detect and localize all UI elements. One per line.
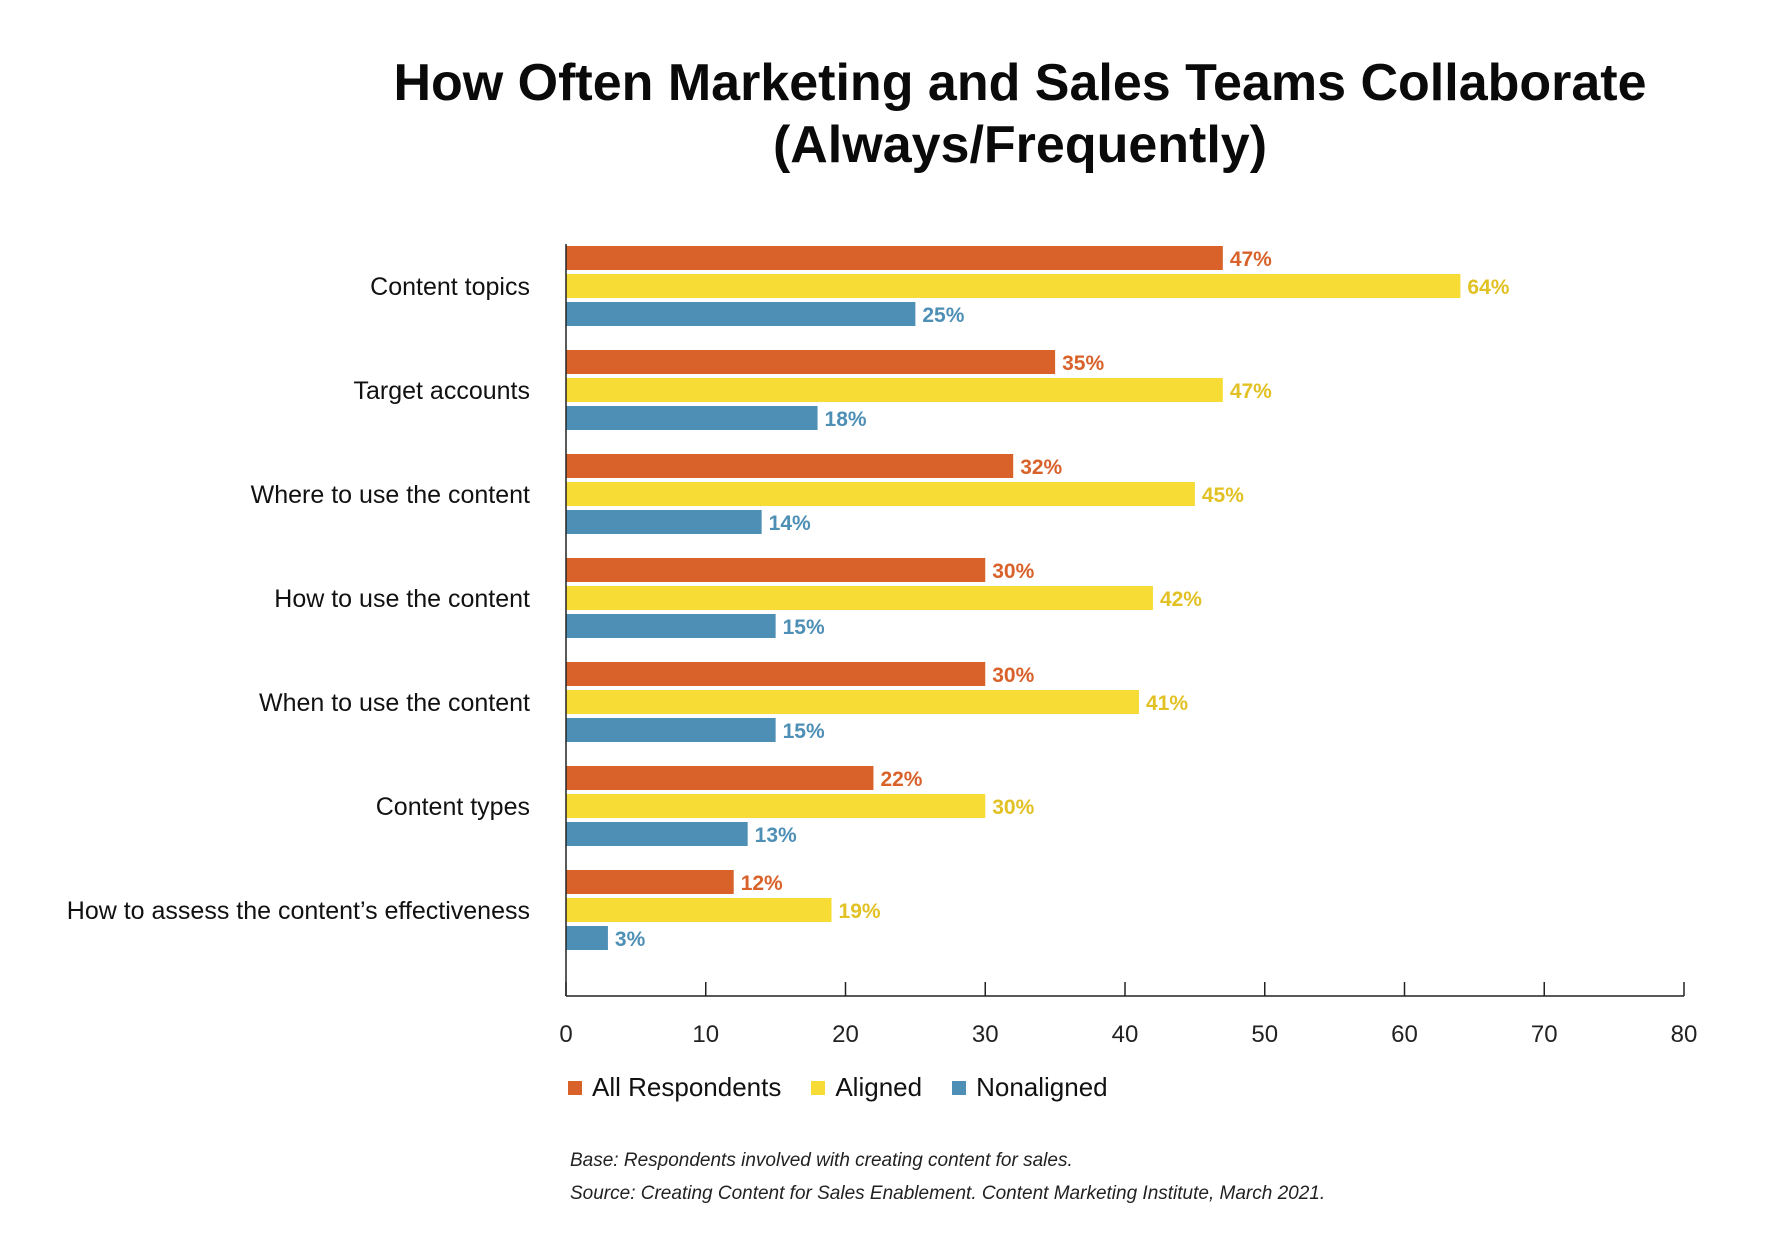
category-label-where-to-use-the-content: Where to use the content [251,481,530,509]
legend-item-nonaligned: Nonaligned [952,1072,1108,1103]
data-label-all-respondents-content-topics: 47% [1230,248,1272,271]
legend-swatch-aligned [811,1080,826,1095]
bar-nonaligned-how-to-assess-the-content-s-effectiveness [566,926,608,950]
legend-swatch-nonaligned [952,1080,967,1095]
footnote-source: Source: Creating Content for Sales Enabl… [570,1183,1326,1204]
x-tick-label-30: 30 [972,1021,999,1048]
bar-nonaligned-content-types [566,822,748,846]
x-tick-label-70: 70 [1531,1021,1558,1048]
bar-aligned-content-types [566,794,986,818]
category-label-how-to-assess-the-content-s-effectiveness: How to assess the content’s effectivenes… [67,897,530,925]
data-label-nonaligned-target-accounts: 18% [825,408,867,431]
data-label-nonaligned-content-topics: 25% [922,304,964,327]
labels-layer: Content topics 47% 64% 25% Target accounts 35… [67,248,1510,951]
bar-all-respondents-how-to-assess-the-content-s-effectiveness [566,870,734,894]
chart-title: How Often Marketing and Sales Teams Coll… [380,52,1660,176]
data-label-aligned-how-to-use-the-content: 42% [1160,588,1202,611]
bar-aligned-when-to-use-the-content [566,690,1139,714]
data-label-all-respondents-content-types: 22% [880,768,922,791]
legend-item-all-respondents: All Respondents [568,1072,781,1103]
data-label-aligned-content-types: 30% [992,796,1034,819]
data-label-aligned-content-topics: 64% [1467,276,1509,299]
bar-aligned-where-to-use-the-content [566,482,1195,506]
x-tick-label-50: 50 [1251,1021,1278,1048]
bar-nonaligned-content-topics [566,302,916,326]
bar-nonaligned-target-accounts [566,406,818,430]
bar-aligned-target-accounts [566,378,1223,402]
legend: All Respondents Aligned Nonaligned [568,1072,1138,1103]
category-label-content-types: Content types [376,793,530,821]
footnote-base: Base: Respondents involved with creating… [570,1150,1073,1171]
bar-aligned-how-to-use-the-content [566,586,1153,610]
data-label-nonaligned-when-to-use-the-content: 15% [783,720,825,743]
bar-all-respondents-where-to-use-the-content [566,454,1014,478]
chart-title-line-1: How Often Marketing and Sales Teams Coll… [393,54,1647,112]
bar-aligned-content-topics [566,274,1461,298]
data-label-all-respondents-how-to-use-the-content: 30% [992,560,1034,583]
legend-label-aligned: Aligned [835,1072,923,1102]
bar-all-respondents-target-accounts [566,350,1056,374]
category-label-when-to-use-the-content: When to use the content [259,689,530,717]
data-label-nonaligned-how-to-use-the-content: 15% [783,616,825,639]
x-tick-label-80: 80 [1671,1021,1698,1048]
data-label-aligned-when-to-use-the-content: 41% [1146,692,1188,715]
data-label-nonaligned-content-types: 13% [755,824,797,847]
category-label-content-topics: Content topics [370,273,530,301]
data-label-all-respondents-target-accounts: 35% [1062,352,1104,375]
x-tick-label-60: 60 [1391,1021,1418,1048]
bar-all-respondents-content-types [566,766,874,790]
category-label-target-accounts: Target accounts [354,377,531,405]
data-label-all-respondents-how-to-assess-the-content-s-effectiveness: 12% [741,872,783,895]
x-tick-label-0: 0 [559,1021,572,1048]
legend-swatch-all-respondents [568,1080,582,1095]
bars-layer [566,246,1461,950]
bar-aligned-how-to-assess-the-content-s-effectiveness [566,898,832,922]
x-axis: 0 10 20 30 40 50 60 70 80 [559,244,1697,1048]
category-label-how-to-use-the-content: How to use the content [274,585,530,613]
bar-all-respondents-content-topics [566,246,1223,270]
x-tick-label-10: 10 [692,1021,719,1048]
x-tick-label-40: 40 [1112,1021,1139,1048]
legend-label-all-respondents: All Respondents [592,1072,782,1102]
bar-nonaligned-how-to-use-the-content [566,614,776,638]
data-label-aligned-target-accounts: 47% [1230,380,1272,403]
chart-title-line-2: (Always/Frequently) [772,116,1268,174]
data-label-all-respondents-when-to-use-the-content: 30% [992,664,1034,687]
data-label-nonaligned-where-to-use-the-content: 14% [769,512,811,535]
bar-all-respondents-how-to-use-the-content [566,558,986,582]
data-label-aligned-where-to-use-the-content: 45% [1202,484,1244,507]
legend-label-nonaligned: Nonaligned [976,1072,1108,1102]
data-label-all-respondents-where-to-use-the-content: 32% [1020,456,1062,479]
legend-item-aligned: Aligned [811,1072,922,1103]
x-tick-label-20: 20 [832,1021,859,1048]
bar-nonaligned-where-to-use-the-content [566,510,762,534]
data-label-aligned-how-to-assess-the-content-s-effectiveness: 19% [839,900,881,923]
data-label-nonaligned-how-to-assess-the-content-s-effectiveness: 3% [615,928,646,951]
bar-nonaligned-when-to-use-the-content [566,718,776,742]
bar-all-respondents-when-to-use-the-content [566,662,986,686]
